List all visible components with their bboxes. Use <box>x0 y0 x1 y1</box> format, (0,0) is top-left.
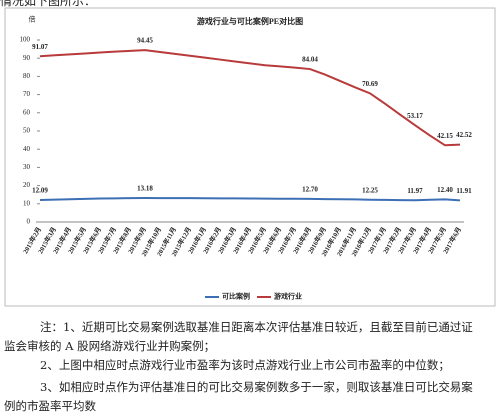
intro-text: 情况如下图所示： <box>0 0 97 8</box>
y-tick-label: 10 <box>23 199 31 207</box>
series-line <box>39 49 461 147</box>
data-label: 53.17 <box>407 112 423 120</box>
data-label: 42.52 <box>456 131 472 139</box>
y-tick-label: 20 <box>23 181 31 189</box>
y-tick-label: 80 <box>23 72 31 80</box>
y-tick-label: 30 <box>23 163 31 171</box>
legend-label: 游戏行业 <box>274 292 302 301</box>
note: 注：1、近期可比交易案例选取基准日距离本次评估基准日较近，且截至目前已通过证监会… <box>4 320 473 353</box>
data-label: 12.25 <box>362 186 378 194</box>
data-label: 94.45 <box>137 37 153 45</box>
chart-title: 游戏行业与可比案例PE对比图 <box>197 16 303 26</box>
note: 2、上图中相应时点游戏行业市盈率为该时点游戏行业上市公司市盈率的中位数； <box>40 358 450 372</box>
data-label: 12.09 <box>32 187 48 195</box>
data-label: 70.69 <box>362 80 378 88</box>
y-tick-label: 40 <box>23 145 31 153</box>
y-tick-label: 70 <box>23 90 31 98</box>
data-label: 12.70 <box>302 185 318 193</box>
chart: 游戏行业与可比案例PE对比图 倍 01020304050607080901002… <box>4 7 496 307</box>
data-label: 13.18 <box>137 185 153 193</box>
y-tick-label: 90 <box>23 54 31 62</box>
data-label: 91.07 <box>32 43 48 51</box>
y-axis-label: 倍 <box>29 15 36 24</box>
y-tick-label: 100 <box>20 36 31 44</box>
y-tick-label: 50 <box>23 127 31 135</box>
data-label: 42.15 <box>437 132 453 140</box>
series-line <box>39 197 461 202</box>
y-tick-label: 60 <box>23 108 31 116</box>
note: 3、如相应时点作为评估基准日的可比交易案例数多于一家，则取该基准日可比交易案例的… <box>4 380 473 413</box>
data-label: 11.91 <box>456 187 472 195</box>
chart-frame <box>4 7 496 307</box>
data-label: 12.40 <box>437 186 453 194</box>
y-tick-label: 0 <box>27 218 31 226</box>
data-label: 11.97 <box>407 187 423 195</box>
legend-label: 可比案例 <box>222 292 250 301</box>
data-label: 84.04 <box>302 56 318 64</box>
